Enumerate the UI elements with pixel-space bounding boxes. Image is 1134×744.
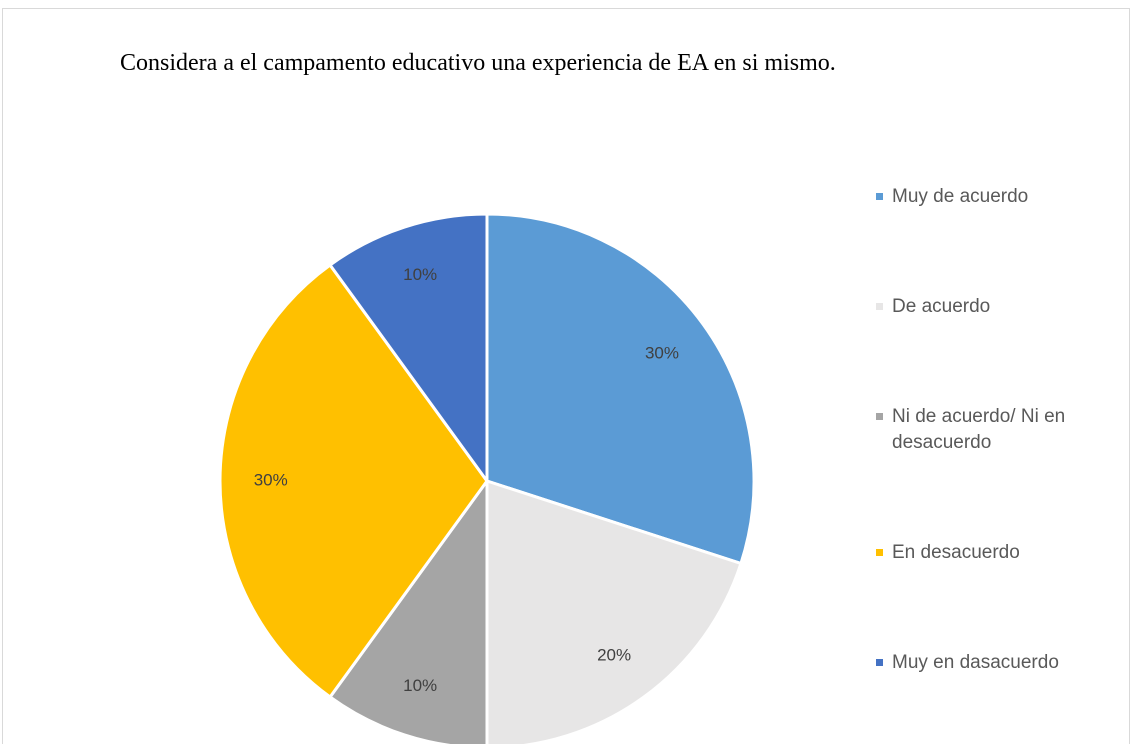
legend-item: En desacuerdo xyxy=(876,540,1126,566)
legend-item: De acuerdo xyxy=(876,294,1126,320)
pie-slice xyxy=(327,212,489,486)
data-label: 10% xyxy=(403,676,437,695)
pie-slice xyxy=(485,212,756,566)
pie-slice xyxy=(327,476,489,744)
legend-swatch xyxy=(876,659,883,666)
legend-label: Ni de acuerdo/ Ni en desacuerdo xyxy=(892,406,1066,453)
legend-item: Ni de acuerdo/ Ni en desacuerdo xyxy=(876,404,1126,456)
data-label: 30% xyxy=(254,470,288,489)
data-label: 20% xyxy=(597,645,631,664)
legend-swatch xyxy=(876,413,883,420)
legend-label: En desacuerdo xyxy=(892,542,1020,563)
legend-swatch xyxy=(876,193,883,200)
legend-label: Muy de acuerdo xyxy=(892,186,1029,207)
legend-item: Muy en dasacuerdo xyxy=(876,650,1126,676)
pie-slice xyxy=(485,478,743,744)
data-label: 30% xyxy=(645,343,679,362)
legend-swatch xyxy=(876,303,883,310)
legend-label: De acuerdo xyxy=(892,296,991,317)
pie-slice xyxy=(218,262,489,700)
chart-frame xyxy=(2,8,1130,744)
legend-label: Muy en dasacuerdo xyxy=(892,652,1059,673)
legend-item: Muy de acuerdo xyxy=(876,184,1126,210)
data-label: 10% xyxy=(403,265,437,284)
legend-swatch xyxy=(876,549,883,556)
chart-title: Considera a el campamento educativo una … xyxy=(120,50,836,76)
